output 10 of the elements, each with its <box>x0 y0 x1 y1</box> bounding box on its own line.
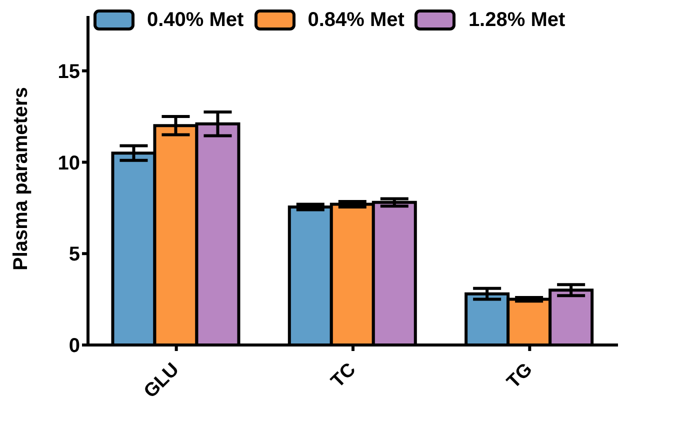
legend-label: 1.28% Met <box>468 8 566 32</box>
y-tick-label: 0 <box>68 335 80 358</box>
legend-label: 0.40% Met <box>147 8 244 32</box>
x-tick-label: TC <box>327 359 360 392</box>
y-tick-label: 15 <box>58 60 80 83</box>
x-tick-label: TG <box>503 359 537 393</box>
y-tick-label: 10 <box>58 152 80 174</box>
legend-label: 0.84% Met <box>308 8 404 32</box>
y-axis-title: Plasma parameters <box>10 87 32 270</box>
y-tick-label: 5 <box>68 244 80 266</box>
